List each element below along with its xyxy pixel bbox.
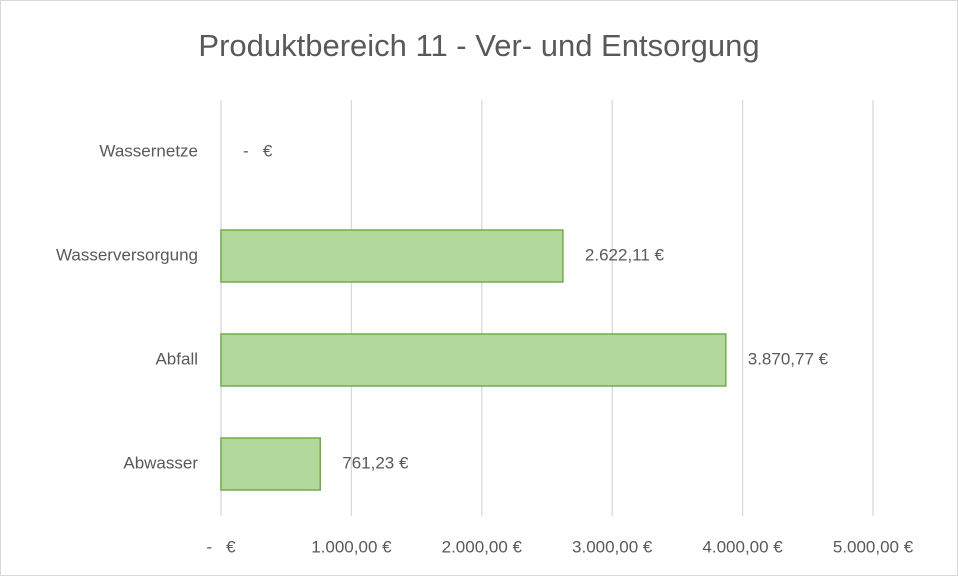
- chart-title: Produktbereich 11 - Ver- und Entsorgung: [198, 28, 759, 63]
- bar: [220, 229, 564, 283]
- x-tick-label: 5.000,00 €: [833, 537, 914, 556]
- bar: [220, 333, 727, 387]
- bar: [220, 437, 322, 491]
- x-tick-label: 3.000,00 €: [572, 537, 653, 556]
- x-tick-label: 4.000,00 €: [702, 537, 783, 556]
- data-label: 761,23 €: [342, 453, 409, 472]
- y-tick-label: Abfall: [155, 349, 198, 368]
- x-tick-label: - €: [206, 537, 236, 556]
- x-tick-label: 1.000,00 €: [311, 537, 392, 556]
- data-label: 2.622,11 €: [585, 245, 665, 264]
- x-tick-label: 2.000,00 €: [442, 537, 523, 556]
- y-tick-label: Abwasser: [123, 453, 198, 472]
- y-tick-label: Wasserversorgung: [56, 245, 198, 264]
- data-label: - €: [243, 141, 273, 160]
- data-label: 3.870,77 €: [748, 349, 829, 368]
- y-tick-label: Wassernetze: [99, 141, 198, 160]
